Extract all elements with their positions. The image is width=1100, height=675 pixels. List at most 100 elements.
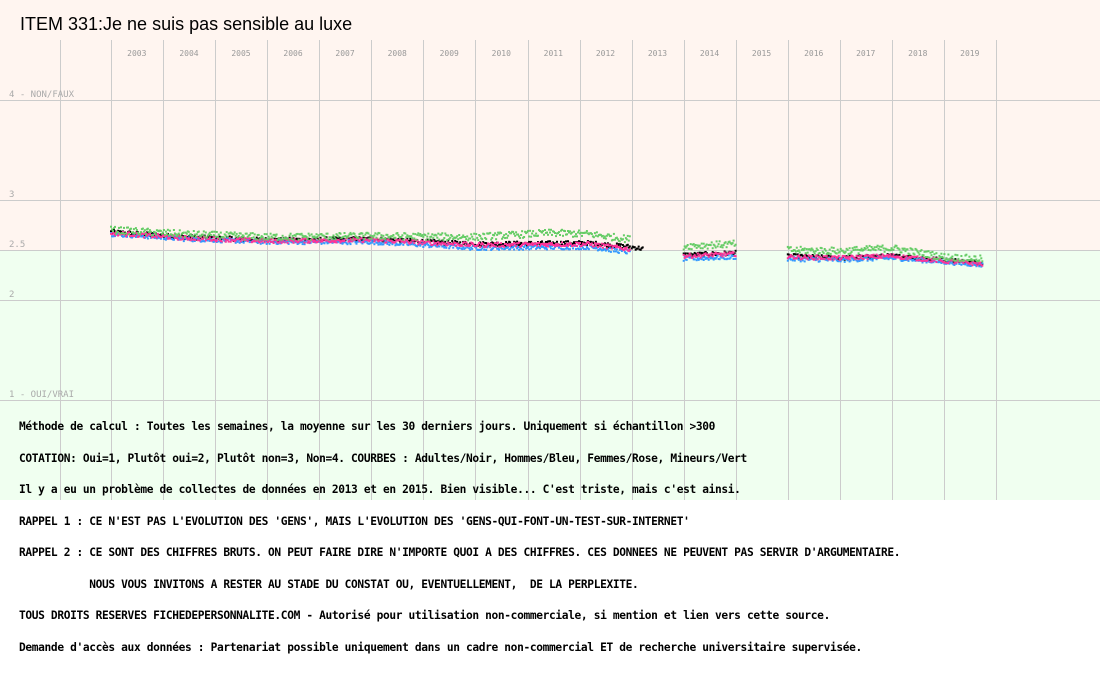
data-point — [580, 248, 582, 251]
data-point — [613, 247, 616, 250]
data-point — [335, 233, 338, 236]
y-tick-label: 1 - OUI/VRAI — [9, 390, 74, 400]
data-point — [872, 253, 875, 256]
data-point — [262, 238, 265, 241]
data-point — [342, 241, 345, 244]
data-point — [316, 241, 319, 243]
data-point — [278, 237, 281, 240]
data-point — [915, 248, 918, 251]
data-point — [468, 245, 471, 248]
data-point — [463, 241, 466, 244]
data-point — [512, 244, 515, 247]
data-point — [435, 241, 438, 244]
data-point — [527, 246, 530, 249]
data-point — [199, 235, 202, 238]
data-point — [725, 246, 728, 249]
data-point — [508, 231, 511, 233]
data-point — [873, 246, 876, 249]
data-point — [217, 240, 220, 243]
data-point — [871, 256, 874, 258]
data-point — [693, 245, 696, 248]
data-point — [624, 248, 627, 251]
data-point — [689, 243, 692, 246]
data-point — [300, 232, 303, 235]
data-point — [613, 238, 616, 241]
data-point — [406, 237, 409, 240]
data-point — [684, 252, 687, 255]
data-point — [404, 240, 407, 243]
data-point — [280, 241, 283, 244]
data-point — [436, 244, 439, 247]
data-point — [940, 252, 943, 255]
data-point — [450, 234, 453, 236]
data-point — [967, 261, 970, 264]
data-point — [699, 247, 702, 250]
data-point — [869, 255, 872, 258]
data-point — [821, 257, 824, 260]
data-point — [314, 240, 317, 243]
data-point — [468, 247, 471, 250]
data-point — [234, 234, 237, 237]
data-point — [531, 242, 534, 245]
data-point — [373, 243, 376, 246]
data-point — [571, 231, 573, 234]
data-point — [815, 254, 818, 257]
data-point — [452, 243, 455, 246]
data-point — [730, 243, 733, 246]
data-point — [565, 247, 567, 250]
data-point — [237, 238, 240, 241]
data-point — [570, 243, 572, 246]
data-point — [509, 241, 512, 244]
data-point — [482, 243, 485, 246]
data-point — [535, 242, 538, 245]
data-point — [695, 259, 698, 262]
data-point — [835, 257, 838, 260]
data-point — [213, 230, 216, 233]
data-point — [944, 259, 947, 262]
data-point — [880, 245, 883, 248]
data-point — [802, 249, 805, 252]
data-point — [485, 238, 488, 241]
note-line: RAPPEL 1 : CE N'EST PAS L'EVOLUTION DES … — [19, 514, 690, 528]
data-point — [827, 252, 830, 255]
data-point — [394, 236, 397, 239]
data-point — [505, 241, 508, 243]
data-point — [182, 231, 185, 234]
data-point — [532, 230, 535, 233]
data-point — [695, 255, 698, 258]
data-point — [818, 256, 821, 259]
data-point — [836, 256, 839, 259]
data-point — [799, 260, 802, 263]
data-point — [236, 236, 239, 239]
data-point — [554, 245, 556, 248]
data-point — [189, 233, 192, 236]
data-point — [211, 239, 214, 241]
data-point — [692, 255, 695, 258]
data-point — [534, 234, 537, 237]
data-point — [818, 252, 821, 254]
data-point — [286, 237, 289, 240]
data-point — [355, 242, 358, 245]
data-point — [501, 237, 504, 240]
data-point — [160, 235, 163, 238]
data-point — [614, 246, 617, 249]
data-point — [269, 240, 272, 243]
data-point — [908, 253, 911, 256]
data-point — [568, 243, 570, 245]
data-point — [292, 241, 295, 244]
data-point — [300, 239, 303, 242]
data-point — [903, 257, 906, 260]
data-point — [637, 245, 640, 248]
data-point — [626, 243, 629, 246]
data-point — [921, 261, 924, 264]
data-point — [502, 243, 505, 246]
data-point — [427, 232, 430, 235]
data-point — [212, 236, 215, 239]
data-point — [122, 231, 124, 233]
data-point — [346, 243, 349, 246]
data-point — [113, 232, 115, 235]
data-point — [889, 249, 892, 252]
data-point — [306, 241, 309, 244]
data-point — [268, 239, 271, 242]
data-point — [462, 246, 465, 249]
